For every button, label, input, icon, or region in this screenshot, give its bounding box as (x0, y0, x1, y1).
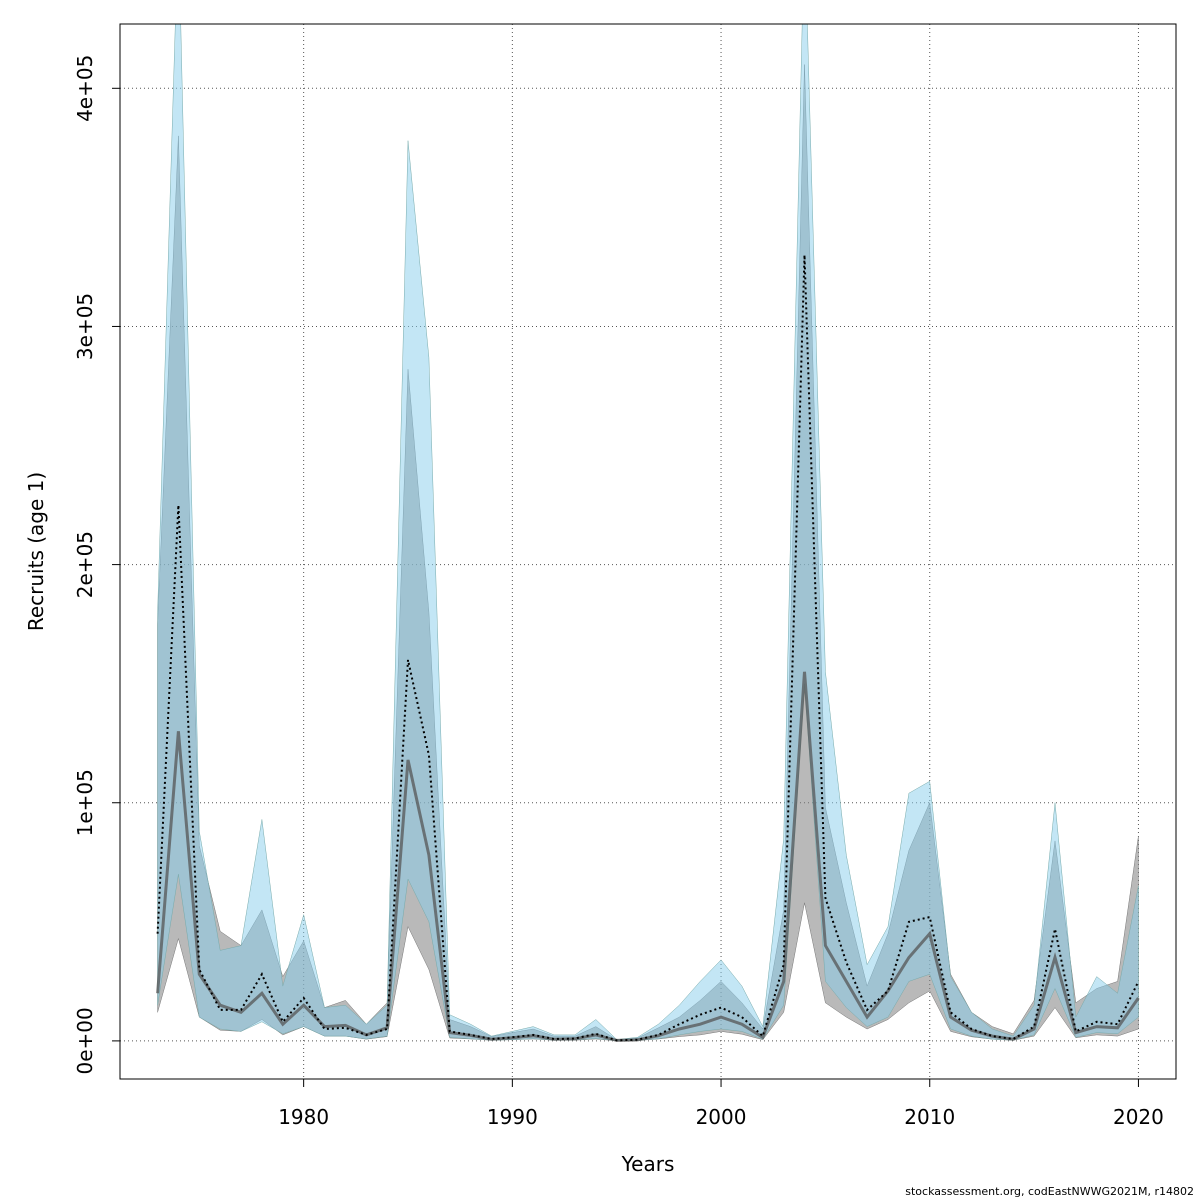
x-tick-label: 2020 (1113, 1105, 1164, 1129)
blue-confidence-band (157, 24, 1139, 1041)
dotted-estimate-line (156, 254, 1140, 1042)
source-credit: stockassessment.org, codEastNWWG2021M, r… (905, 1185, 1194, 1198)
y-tick-label: 1e+05 (73, 769, 97, 836)
confidence-bands (157, 24, 1139, 1042)
x-tick-label: 1990 (487, 1105, 538, 1129)
y-tick-label: 0e+00 (73, 1007, 97, 1074)
x-axis-title: Years (621, 1152, 675, 1176)
plot-frame (119, 23, 1177, 1080)
y-tick-label: 4e+05 (73, 55, 97, 122)
grey-confidence-band (157, 64, 1139, 1042)
y-axis: 0e+00 1e+05 2e+05 3e+05 4e+05 (73, 55, 121, 1075)
x-tick-label: 2000 (696, 1105, 747, 1129)
grid-lines (120, 24, 1176, 1079)
y-tick-label: 2e+05 (73, 531, 97, 598)
y-axis-title: Recruits (age 1) (24, 472, 48, 631)
series-lines (156, 254, 1140, 1042)
x-tick-label: 2010 (904, 1105, 955, 1129)
x-axis: 1980 1990 2000 2010 2020 (278, 1078, 1164, 1129)
y-tick-label: 3e+05 (73, 293, 97, 360)
x-tick-label: 1980 (278, 1105, 329, 1129)
